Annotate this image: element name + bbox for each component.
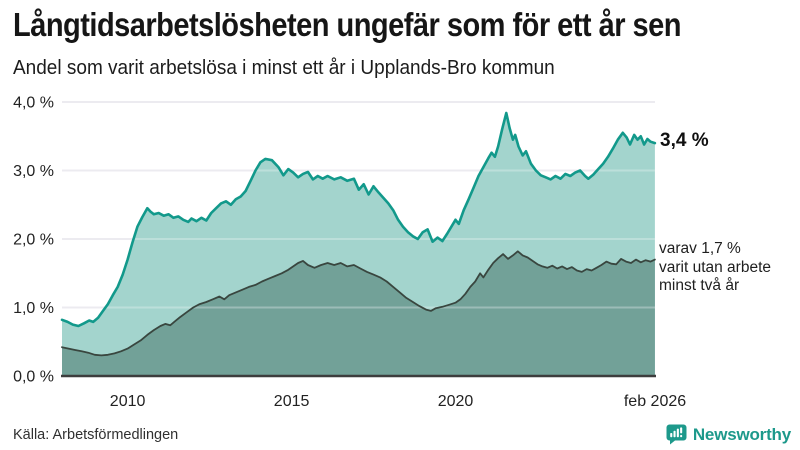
series-line-one-year — [60, 111, 657, 328]
newsworthy-icon — [666, 424, 687, 445]
y-tick-label: 0,0 % — [13, 369, 54, 386]
annotation-line: varav 1,7 % — [659, 240, 741, 257]
x-tick-label: 2015 — [274, 393, 310, 410]
page-title: Långtidsarbetslösheten ungefär som för e… — [13, 6, 682, 43]
x-tick-label: 2010 — [110, 393, 146, 410]
brand-name: Newsworthy — [692, 424, 791, 444]
x-tick-label: 2020 — [438, 393, 474, 410]
x-tick-label: feb 2026 — [624, 393, 686, 410]
annotation-line: varit utan arbete — [659, 258, 772, 276]
y-tick-label: 1,0 % — [13, 300, 54, 317]
series-line-two-year — [61, 250, 656, 357]
latest-value-label: 3,4 % — [660, 130, 709, 151]
y-tick-label: 3,0 % — [13, 163, 54, 180]
annotation-line: minst två år — [659, 277, 740, 294]
area-chart: 0,0 % 1,0 % 2,0 % 3,0 % 4,0 % 2010 2015 2020 feb… — [13, 95, 686, 411]
brand-logo: Newsworthy — [665, 424, 791, 445]
series-area-two-year — [62, 251, 655, 376]
y-tick-label: 2,0 % — [13, 232, 54, 249]
secondary-series-annotation: varav 1,7 % varit utan arbete minst två … — [659, 240, 771, 296]
chart-subtitle: Andel som varit arbetslösa i minst ett å… — [13, 57, 555, 79]
y-tick-label: 4,0 % — [13, 95, 54, 112]
source-credit: Källa: Arbetsförmedlingen — [13, 427, 179, 443]
